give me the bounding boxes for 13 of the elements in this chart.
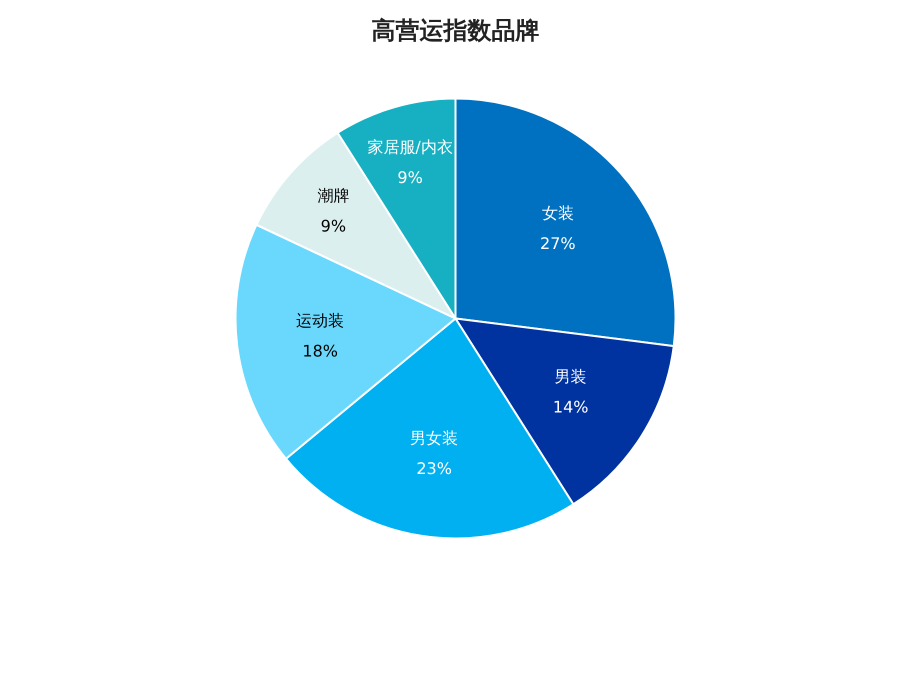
data-label: 23% <box>416 458 452 478</box>
data-label: 27% <box>540 234 576 253</box>
slice-label: 家居服/内衣 <box>367 137 453 156</box>
slice-label: 男装 <box>554 366 587 386</box>
data-label: 14% <box>552 397 588 416</box>
data-label: 9% <box>397 168 423 187</box>
data-label: 9% <box>320 216 346 236</box>
slice-label: 女装 <box>542 204 574 223</box>
data-label: 18% <box>302 341 338 360</box>
slice-label: 运动装 <box>296 310 344 330</box>
chart-title: 高营运指数品牌 <box>372 16 540 44</box>
slice-label: 男女装 <box>410 428 458 448</box>
slice-label: 潮牌 <box>317 186 350 206</box>
